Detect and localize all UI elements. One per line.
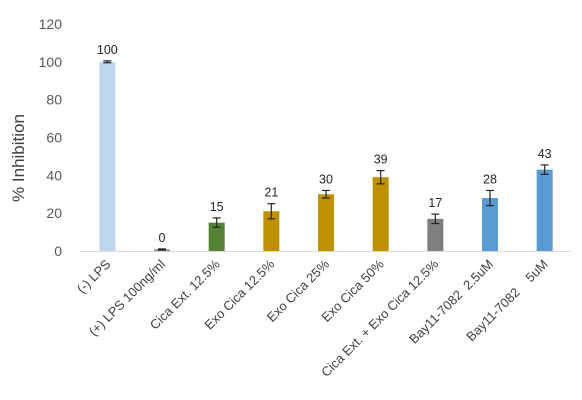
y-tick-label: 100 bbox=[39, 54, 63, 70]
y-axis-ticks: 0 20 40 60 80 100 120 bbox=[39, 16, 63, 259]
y-tick-label: 0 bbox=[54, 243, 62, 259]
bar bbox=[208, 222, 225, 251]
error-bar bbox=[322, 189, 330, 199]
bars bbox=[99, 61, 553, 252]
y-axis-title: % Inhibition bbox=[9, 114, 28, 202]
data-labels: 100 0 15 21 30 39 17 28 43 bbox=[97, 43, 552, 245]
bar bbox=[318, 194, 334, 251]
bar bbox=[536, 169, 553, 251]
data-label: 43 bbox=[538, 147, 552, 161]
data-label: 30 bbox=[319, 172, 333, 186]
bar bbox=[372, 177, 389, 251]
bar bbox=[482, 198, 498, 251]
data-label: 0 bbox=[159, 231, 166, 245]
data-label: 39 bbox=[374, 153, 388, 167]
data-label: 21 bbox=[264, 186, 278, 200]
error-bar bbox=[267, 203, 276, 220]
data-label: 17 bbox=[428, 196, 442, 210]
data-label: 28 bbox=[483, 172, 497, 186]
error-bar bbox=[158, 248, 166, 251]
error-bar bbox=[212, 217, 221, 228]
bar bbox=[427, 218, 444, 251]
error-bar bbox=[431, 213, 440, 225]
y-tick-label: 120 bbox=[39, 16, 63, 32]
y-tick-label: 40 bbox=[46, 167, 62, 183]
data-label: 100 bbox=[97, 43, 118, 57]
y-tick-label: 60 bbox=[46, 130, 62, 146]
error-bar bbox=[103, 60, 112, 64]
x-category-label: (-) LPS bbox=[74, 256, 114, 296]
data-label: 15 bbox=[210, 200, 224, 214]
error-bars bbox=[103, 60, 549, 251]
bar bbox=[99, 61, 116, 252]
bar bbox=[263, 211, 280, 251]
y-tick-label: 20 bbox=[46, 205, 62, 221]
error-bar bbox=[540, 164, 549, 175]
error-bar bbox=[376, 170, 385, 185]
y-tick-label: 80 bbox=[46, 92, 62, 108]
error-bar bbox=[486, 189, 494, 207]
